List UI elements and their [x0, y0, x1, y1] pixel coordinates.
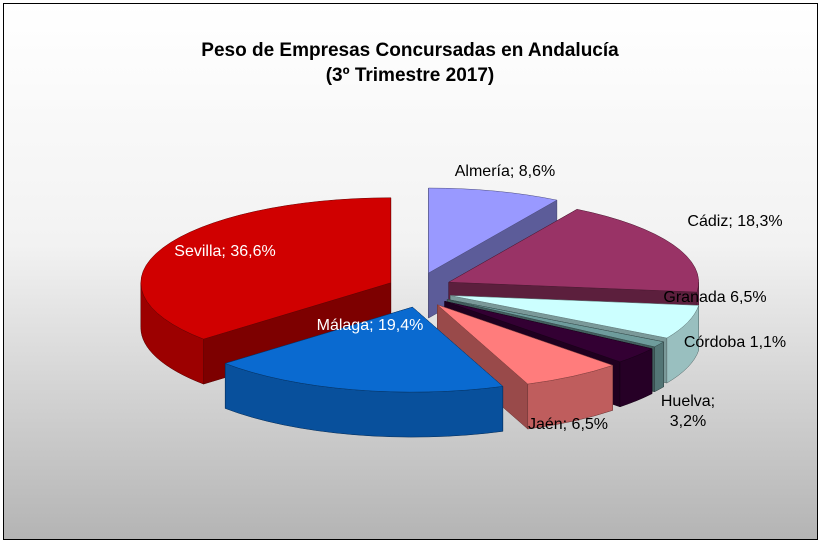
- slice-wall: [654, 341, 664, 393]
- slice: [437, 304, 614, 430]
- slice-top: [437, 304, 614, 385]
- slice: [224, 306, 504, 438]
- chart-title: Peso de Empresas Concursadas en Andalucí…: [201, 40, 619, 61]
- slice-top: [447, 299, 665, 348]
- data-label: Huelva; 3,2%: [661, 393, 715, 430]
- slice-top: [224, 306, 504, 393]
- data-label: Málaga; 19,4%: [317, 317, 424, 334]
- data-label: Granada 6,5%: [663, 289, 766, 306]
- data-label: Sevilla; 36,6%: [174, 243, 275, 260]
- slice-top: [447, 209, 699, 293]
- data-label: Córdoba 1,1%: [684, 334, 786, 351]
- slice-top: [444, 300, 653, 363]
- data-label: Almería; 8,6%: [455, 163, 555, 180]
- data-label: Jaén; 6,5%: [528, 416, 608, 433]
- data-label: Cádiz; 18,3%: [687, 213, 782, 230]
- chart-subtitle: (3º Trimestre 2017): [326, 65, 495, 86]
- slice-top: [450, 295, 700, 339]
- slice-top: [428, 187, 558, 274]
- slice-top: [140, 197, 392, 340]
